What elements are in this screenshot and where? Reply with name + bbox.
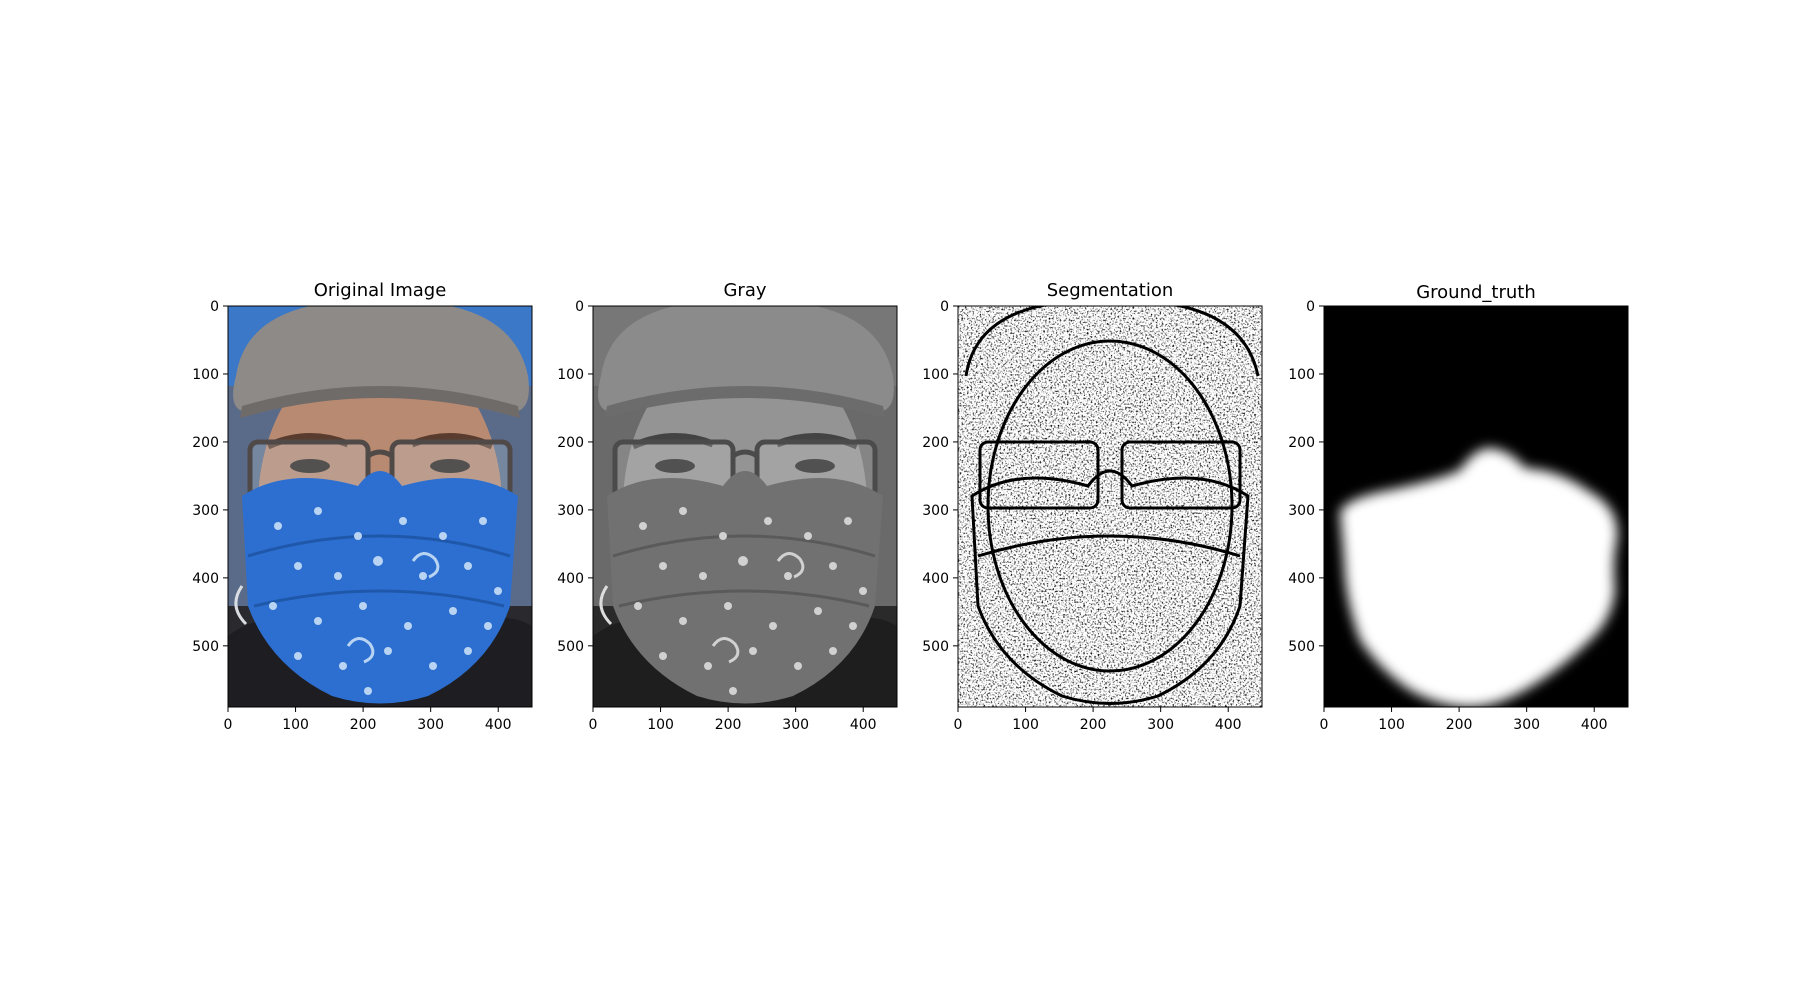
panel-title-ground-truth: Ground_truth <box>1416 282 1536 303</box>
x-tick-label: 400 <box>850 717 877 733</box>
panel-gray: Gray 0 100 200 300 400 0 100 200 300 400 500 <box>557 280 898 733</box>
y-tick-label: 200 <box>922 435 949 451</box>
panel-title-gray: Gray <box>723 280 766 301</box>
x-tick-label: 0 <box>589 717 598 733</box>
y-tick-label: 200 <box>192 435 219 451</box>
y-tick-label: 100 <box>192 367 219 383</box>
y-tick-label: 0 <box>210 299 219 315</box>
x-tick-label: 100 <box>647 717 674 733</box>
x-tick-label: 100 <box>1378 717 1405 733</box>
y-tick-label: 500 <box>557 639 584 655</box>
y-tick-label: 0 <box>575 299 584 315</box>
x-tick-label: 300 <box>417 717 444 733</box>
x-tick-label: 0 <box>1320 717 1329 733</box>
panel-ground-truth: Ground_truth 0 100 200 300 400 0 100 200 300 400 5… <box>1288 282 1629 733</box>
y-tick-label: 300 <box>192 503 219 519</box>
x-tick-label: 200 <box>1446 717 1473 733</box>
panel-segmentation: Segmentation 0 100 200 300 400 0 100 200 300 400 5… <box>922 280 1263 733</box>
y-tick-label: 400 <box>192 571 219 587</box>
y-tick-label: 300 <box>557 503 584 519</box>
x-tick-label: 400 <box>485 717 512 733</box>
y-tick-label: 500 <box>922 639 949 655</box>
original-image <box>228 301 532 707</box>
y-tick-label: 400 <box>557 571 584 587</box>
y-tick-label: 200 <box>1288 435 1315 451</box>
y-tick-label: 500 <box>1288 639 1315 655</box>
y-tick-label: 200 <box>557 435 584 451</box>
x-tick-label: 100 <box>282 717 309 733</box>
x-tick-label: 200 <box>715 717 742 733</box>
x-tick-label: 300 <box>782 717 809 733</box>
y-tick-label: 0 <box>940 299 949 315</box>
y-tick-label: 0 <box>1306 299 1315 315</box>
panel-original: Original Image 0 100 200 300 400 0 100 200 300 40… <box>192 280 533 733</box>
panel-title-original: Original Image <box>314 280 447 301</box>
x-tick-label: 400 <box>1581 717 1608 733</box>
x-tick-label: 200 <box>350 717 377 733</box>
y-tick-label: 100 <box>922 367 949 383</box>
x-tick-label: 400 <box>1215 717 1242 733</box>
y-tick-label: 100 <box>557 367 584 383</box>
x-tick-label: 0 <box>224 717 233 733</box>
ground-truth-mask <box>1324 306 1628 707</box>
x-tick-label: 300 <box>1513 717 1540 733</box>
panel-title-segmentation: Segmentation <box>1047 280 1174 301</box>
x-tick-label: 100 <box>1012 717 1039 733</box>
x-tick-label: 200 <box>1080 717 1107 733</box>
y-tick-label: 500 <box>192 639 219 655</box>
y-tick-label: 400 <box>1288 571 1315 587</box>
y-tick-label: 100 <box>1288 367 1315 383</box>
gray-image <box>593 301 897 707</box>
y-tick-label: 400 <box>922 571 949 587</box>
x-tick-label: 300 <box>1147 717 1174 733</box>
y-tick-label: 300 <box>922 503 949 519</box>
segmentation-image <box>958 306 1262 707</box>
y-tick-label: 300 <box>1288 503 1315 519</box>
x-tick-label: 0 <box>954 717 963 733</box>
